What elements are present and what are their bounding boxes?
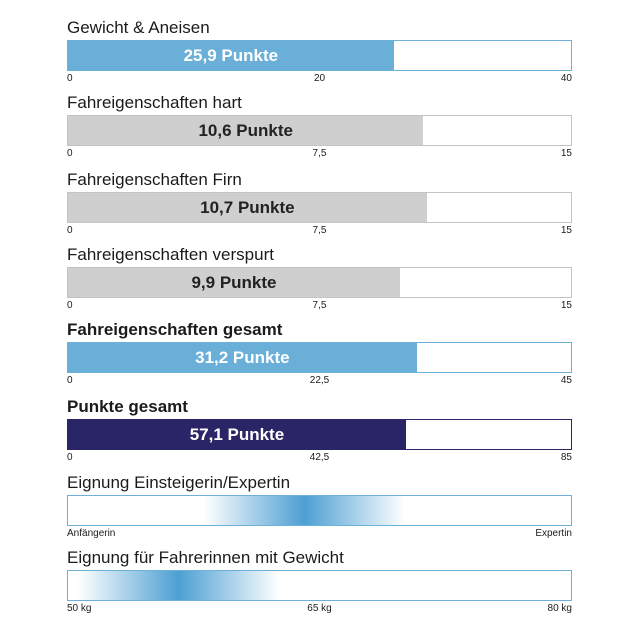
- tick-label: 0: [67, 375, 73, 386]
- tick-label: 15: [560, 300, 572, 311]
- tick-label: 7,5: [312, 148, 327, 159]
- tick-label: 85: [560, 452, 572, 463]
- tick-label: 7,5: [312, 300, 327, 311]
- axis-ticks: 0 22,5 45: [67, 375, 572, 387]
- bar-value-label: 25,9 Punkte: [183, 46, 279, 65]
- tick-label: 40: [560, 73, 572, 84]
- suitability-gradient-bar: [67, 495, 572, 526]
- axis-ticks: 50 kg 65 kg 80 kg: [67, 603, 572, 615]
- row-title: Eignung Einsteigerin/Expertin: [67, 473, 291, 492]
- tick-label: 0: [67, 300, 73, 311]
- axis-ticks: 0 7,5 15: [67, 225, 572, 237]
- bar-track: 31,2 Punkte: [67, 342, 572, 373]
- row-title: Gewicht & Aneisen: [67, 18, 210, 37]
- bar-fill: [68, 343, 417, 372]
- axis-ticks: 0 7,5 15: [67, 148, 572, 160]
- bar-fill: [68, 268, 400, 297]
- bar-fill: [68, 41, 394, 70]
- bar-track: 25,9 Punkte: [67, 40, 572, 71]
- suitability-gradient-bar: [67, 570, 572, 601]
- bar-value-label: 10,6 Punkte: [198, 121, 293, 140]
- tick-label: 80 kg: [547, 603, 572, 614]
- bar-fill: [68, 193, 427, 222]
- bar-track: 10,6 Punkte: [67, 115, 572, 146]
- tick-label: 20: [313, 73, 326, 84]
- bar-fill: [68, 420, 406, 449]
- row-title: Punkte gesamt: [67, 397, 188, 416]
- row-title: Fahreigenschaften verspurt: [67, 245, 274, 264]
- tick-label: 45: [560, 375, 572, 386]
- bar-track: 9,9 Punkte: [67, 267, 572, 298]
- bar-value-label: 9,9 Punkte: [191, 273, 277, 292]
- tick-label: Expertin: [535, 528, 572, 539]
- bar-track: 10,7 Punkte: [67, 192, 572, 223]
- tick-label: 42,5: [309, 452, 330, 463]
- tick-label: 15: [560, 225, 572, 236]
- tick-label: 15: [560, 148, 572, 159]
- axis-ticks: 0 20 40: [67, 73, 572, 85]
- row-title: Fahreigenschaften Firn: [67, 170, 242, 189]
- tick-label: 0: [67, 73, 73, 84]
- tick-label: 0: [67, 148, 73, 159]
- bar-value-label: 10,7 Punkte: [200, 198, 295, 217]
- bar-fill: [68, 116, 424, 145]
- bar-value-label: 57,1 Punkte: [189, 425, 285, 444]
- axis-ticks: 0 7,5 15: [67, 300, 572, 312]
- tick-label: 7,5: [312, 225, 327, 236]
- tick-label: 50 kg: [67, 603, 92, 614]
- tick-label: 0: [67, 452, 73, 463]
- row-title: Eignung für Fahrerinnen mit Gewicht: [67, 548, 344, 567]
- bar-value-label: 31,2 Punkte: [195, 348, 290, 367]
- row-title: Fahreigenschaften hart: [67, 93, 242, 112]
- axis-ticks: 0 42,5 85: [67, 452, 572, 464]
- bar-track: 57,1 Punkte: [67, 419, 572, 450]
- tick-label: 0: [67, 225, 73, 236]
- tick-label: 22,5: [309, 375, 330, 386]
- axis-ticks: Anfängerin Expertin: [67, 528, 572, 540]
- tick-label: 65 kg: [307, 603, 332, 614]
- tick-label: Anfängerin: [67, 528, 116, 539]
- row-title: Fahreigenschaften gesamt: [67, 320, 283, 339]
